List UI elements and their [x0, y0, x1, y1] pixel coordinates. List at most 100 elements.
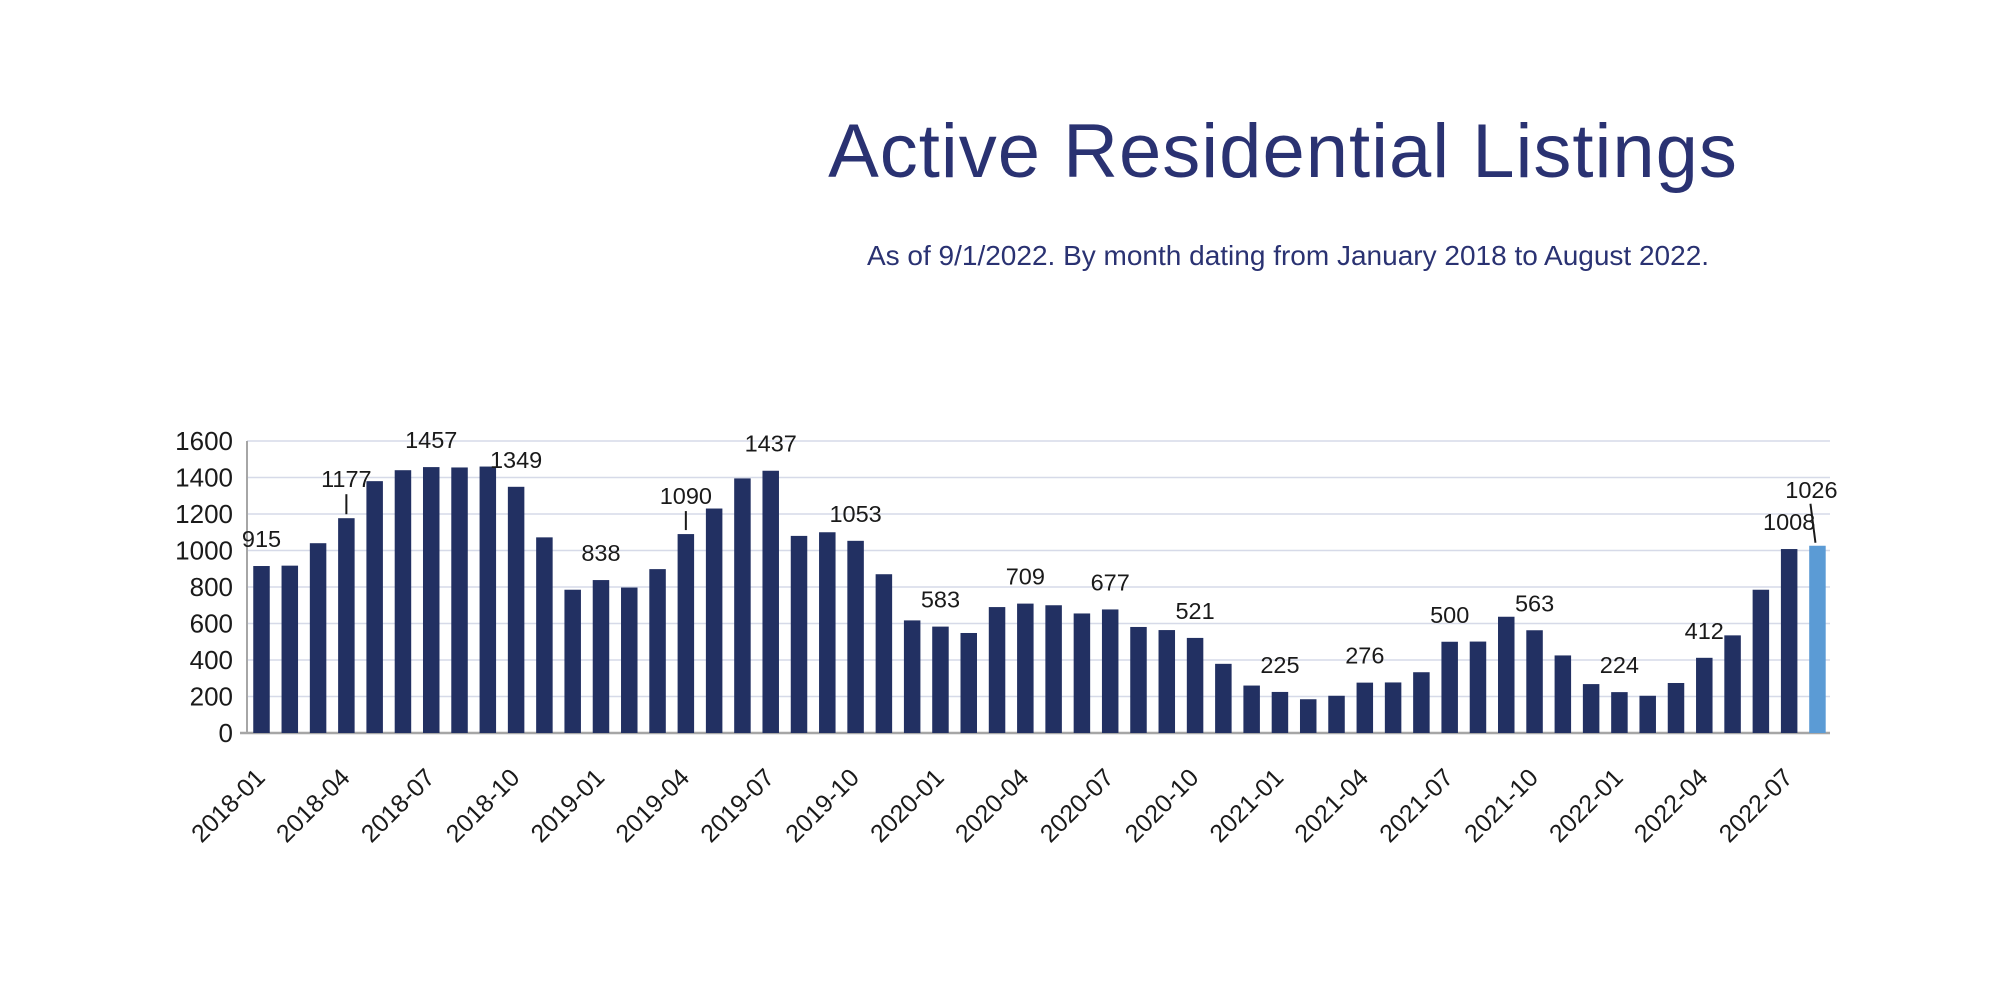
bar-2019-03 [649, 569, 666, 733]
y-axis-label: 0 [219, 718, 233, 748]
y-axis-label: 800 [190, 572, 233, 602]
bar-2020-01 [932, 626, 949, 733]
bar-2021-08 [1469, 641, 1487, 733]
x-axis-label: 2018-10 [441, 763, 526, 848]
x-axis-label: 2022-01 [1544, 763, 1629, 848]
bar-2019-07 [762, 470, 779, 733]
value-label: 1026 [1785, 477, 1837, 503]
x-axis-label: 2020-01 [865, 763, 950, 848]
x-axis-label: 2021-10 [1459, 763, 1544, 848]
bar-2020-05 [1045, 605, 1062, 733]
x-axis-label: 2018-01 [186, 763, 271, 848]
bar-2022-02 [1639, 695, 1656, 733]
y-axis-label: 1200 [175, 499, 233, 529]
bar-2021-01 [1271, 691, 1289, 733]
y-axis-label: 1000 [175, 536, 233, 566]
value-label: 1177 [321, 466, 372, 492]
y-axis-label: 400 [190, 645, 233, 675]
leader-line [1809, 503, 1817, 543]
bar-2020-09 [1158, 630, 1176, 733]
bar-2021-09 [1498, 616, 1515, 733]
bar-2022-03 [1667, 682, 1685, 733]
chart-title: Active Residential Listings [828, 109, 1738, 194]
bar-2021-07 [1441, 641, 1458, 733]
x-axis-label: 2019-01 [526, 763, 611, 848]
bar-2022-01 [1611, 692, 1628, 733]
y-axis-label: 200 [190, 682, 233, 712]
bar-2021-10 [1526, 630, 1543, 733]
x-axis-label: 2018-04 [271, 763, 356, 848]
bar-2020-10 [1186, 637, 1204, 733]
x-axis-label: 2021-01 [1205, 763, 1290, 848]
bar-2022-05 [1724, 635, 1741, 733]
x-axis-label: 2018-07 [356, 763, 441, 848]
bar-2019-04 [677, 534, 695, 733]
bar-2021-06 [1413, 672, 1430, 733]
x-axis-label: 2019-07 [695, 763, 780, 848]
bar-2018-05 [366, 481, 383, 733]
x-axis-label: 2021-04 [1289, 763, 1374, 848]
value-label: 1349 [490, 447, 542, 473]
value-label: 838 [581, 540, 620, 566]
bar-2019-02 [621, 587, 638, 733]
bar-2020-03 [988, 607, 1006, 733]
bar-2018-12 [564, 589, 581, 733]
bar-2020-08 [1130, 626, 1147, 733]
x-axis-label: 2021-07 [1374, 763, 1459, 848]
bar-2022-08 [1809, 545, 1826, 733]
bar-2019-09 [819, 532, 836, 733]
y-axis-label: 1600 [175, 426, 233, 456]
bar-2020-02 [960, 632, 977, 733]
value-label: 709 [1006, 564, 1045, 590]
bar-2022-06 [1752, 589, 1770, 733]
bar-2018-09 [479, 466, 497, 733]
x-axis-label: 2019-04 [610, 763, 695, 848]
bar-2018-06 [394, 470, 412, 733]
bar-2019-06 [734, 478, 751, 733]
bar-2019-10 [847, 540, 864, 733]
bar-2018-02 [281, 565, 299, 733]
bar-2022-07 [1780, 549, 1798, 733]
bar-2018-04 [338, 518, 355, 733]
bar-2019-08 [790, 535, 808, 733]
bar-2019-05 [705, 508, 723, 733]
bar-2020-04 [1017, 603, 1034, 733]
bar-2020-07 [1101, 609, 1119, 733]
bar-2021-02 [1299, 699, 1317, 733]
value-label: 224 [1600, 652, 1639, 678]
x-axis-label: 2022-07 [1714, 763, 1799, 848]
value-label: 1053 [829, 501, 881, 527]
bar-2020-11 [1215, 663, 1232, 733]
bar-2020-06 [1073, 613, 1091, 733]
bar-2021-05 [1384, 682, 1402, 733]
x-axis-label: 2022-04 [1629, 763, 1714, 848]
x-axis-label: 2020-07 [1035, 763, 1120, 848]
bar-2018-03 [309, 543, 327, 733]
value-label: 915 [242, 526, 281, 552]
bar-2018-11 [536, 537, 553, 733]
bar-2019-11 [875, 574, 893, 733]
x-axis-label: 2020-04 [950, 763, 1035, 848]
value-label: 500 [1430, 602, 1469, 628]
value-label: 1457 [405, 427, 457, 453]
bar-2022-04 [1696, 657, 1713, 733]
x-axis-label: 2020-10 [1120, 763, 1205, 848]
bar-2020-12 [1243, 685, 1260, 733]
bar-2021-11 [1554, 655, 1572, 733]
bar-2018-07 [422, 467, 440, 733]
value-label: 521 [1175, 598, 1214, 624]
x-axis-label: 2019-10 [780, 763, 865, 848]
value-label: 1437 [745, 431, 797, 457]
value-label: 412 [1685, 618, 1724, 644]
bar-2021-04 [1356, 682, 1374, 733]
value-label: 1008 [1763, 509, 1815, 535]
bar-2019-12 [903, 620, 921, 733]
value-label: 677 [1091, 569, 1130, 595]
y-axis-label: 1400 [175, 463, 233, 493]
value-label: 225 [1260, 652, 1299, 678]
value-label: 1090 [660, 483, 712, 509]
value-label: 563 [1515, 590, 1554, 616]
y-axis-label: 600 [190, 609, 233, 639]
